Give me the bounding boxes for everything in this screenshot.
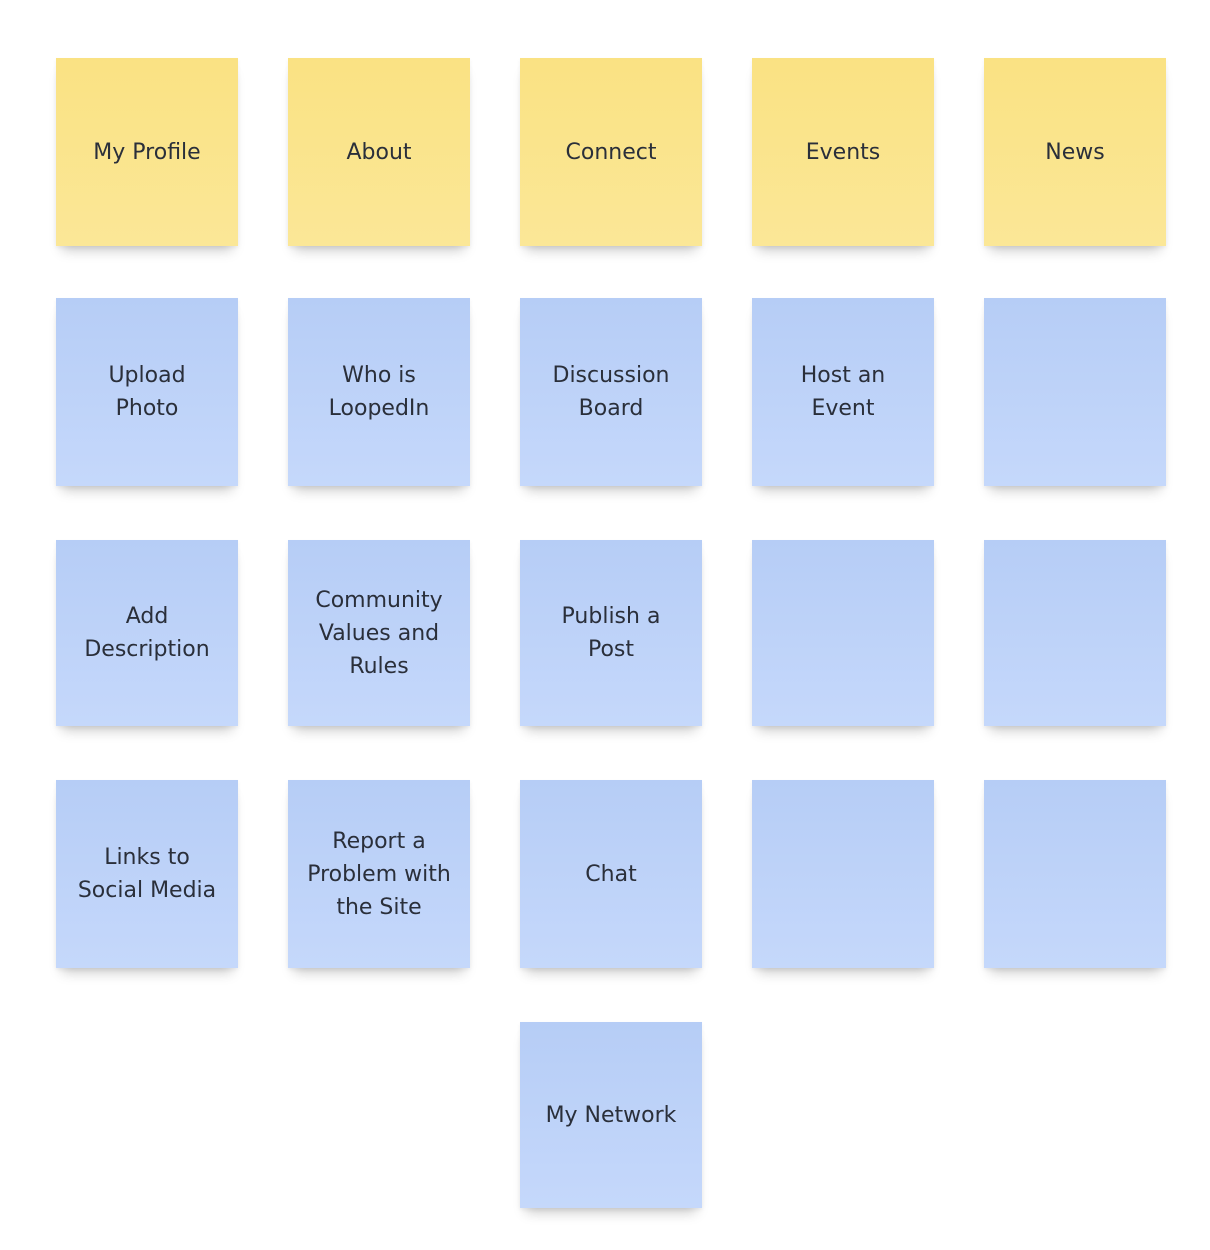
note-label: Community Values and Rules (315, 587, 443, 679)
item-note-who-is-loopedin[interactable]: Who is LoopedIn (288, 298, 470, 486)
note-label: Events (805, 139, 881, 165)
note-label: Host an Event (800, 363, 886, 421)
item-note-add-description[interactable]: Add Description (56, 540, 238, 726)
note-label: Chat (585, 861, 637, 887)
note-label: My Network (545, 1102, 677, 1128)
header-note-my-profile[interactable]: My Profile (56, 58, 238, 246)
item-note-empty[interactable] (752, 540, 934, 726)
item-note-upload-photo[interactable]: Upload Photo (56, 298, 238, 486)
note-label: Publish a Post (561, 604, 661, 662)
note-label: Discussion Board (552, 363, 670, 421)
note-label: Who is LoopedIn (328, 363, 430, 421)
item-note-report-a-problem[interactable]: Report a Problem with the Site (288, 780, 470, 968)
item-note-discussion-board[interactable]: Discussion Board (520, 298, 702, 486)
note-label: Connect (565, 139, 657, 165)
item-note-publish-a-post[interactable]: Publish a Post (520, 540, 702, 726)
note-label: Report a Problem with the Site (307, 828, 451, 920)
item-note-empty[interactable] (752, 780, 934, 968)
note-label: My Profile (93, 139, 201, 165)
item-note-empty[interactable] (984, 780, 1166, 968)
item-note-empty[interactable] (984, 298, 1166, 486)
note-label: Upload Photo (108, 363, 186, 421)
item-note-my-network[interactable]: My Network (520, 1022, 702, 1208)
item-note-links-to-social-media[interactable]: Links to Social Media (56, 780, 238, 968)
header-note-about[interactable]: About (288, 58, 470, 246)
item-note-community-values[interactable]: Community Values and Rules (288, 540, 470, 726)
note-label: News (1045, 139, 1105, 165)
header-note-events[interactable]: Events (752, 58, 934, 246)
item-note-host-an-event[interactable]: Host an Event (752, 298, 934, 486)
note-label: Links to Social Media (77, 845, 217, 903)
header-note-connect[interactable]: Connect (520, 58, 702, 246)
note-label: Add Description (84, 604, 210, 662)
item-note-empty[interactable] (984, 540, 1166, 726)
header-note-news[interactable]: News (984, 58, 1166, 246)
item-note-chat[interactable]: Chat (520, 780, 702, 968)
note-label: About (346, 139, 412, 165)
